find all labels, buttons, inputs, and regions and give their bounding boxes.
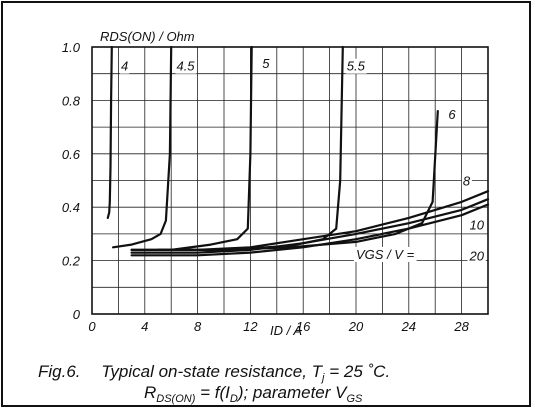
curve-label-bg [261, 56, 272, 72]
caption-line-1: Fig.6. Typical on-state resistance, Tj =… [38, 362, 390, 384]
y-tick-label: 0 [73, 307, 81, 322]
x-tick-label: 24 [401, 319, 416, 334]
series-line-20 [130, 203, 490, 257]
curve-label: 6 [448, 107, 456, 122]
caption-fi: = f(I [195, 383, 230, 402]
y-tick-label: 1.0 [62, 40, 81, 55]
x-tick-label: 28 [453, 319, 469, 334]
curve-label: 4 [121, 59, 128, 74]
curve-label-bg [447, 106, 458, 122]
caption-tj-sub: j [320, 372, 325, 384]
x-tick-label: 4 [141, 319, 148, 334]
curve-label: 8 [463, 174, 471, 189]
curve-label-bg [468, 217, 486, 233]
curve-label-bg [175, 58, 197, 74]
x-axis-label: ID / A [270, 323, 302, 338]
curve-label: 5 [262, 56, 270, 71]
caption-d-sub: D [230, 393, 238, 405]
caption-line-2: RDS(ON) = f(ID); parameter VGS [144, 383, 363, 405]
y-tick-label: 0.2 [62, 254, 81, 269]
grid [91, 46, 489, 315]
curve-label: 4.5 [176, 59, 195, 74]
caption-temp: = 25 ˚C. [325, 362, 391, 381]
curve-label: 5.5 [347, 59, 366, 74]
y-tick-label: 0.8 [62, 93, 81, 108]
y-tick-label: 0.4 [62, 200, 80, 215]
caption-fig-number: Fig.6. [38, 362, 81, 381]
series-line-5 [130, 45, 253, 251]
caption-gs-sub: GS [346, 393, 363, 405]
series-line-10 [130, 198, 490, 254]
caption-param: ); parameter V [236, 383, 348, 402]
legend-title: VGS / V = [356, 247, 415, 262]
curve-label: 20 [469, 248, 485, 263]
curve-label-bg [461, 173, 472, 189]
caption-title: Typical on-state resistance, T [101, 362, 323, 381]
series-line-4 [106, 45, 113, 219]
plot-border [91, 46, 489, 315]
x-tick-label: 16 [296, 319, 311, 334]
y-axis-label: RDS(ON) / Ohm [100, 29, 195, 44]
y-tick-label: 0.6 [62, 147, 81, 162]
curve-label-bg [120, 58, 130, 74]
series-line-4-5 [112, 45, 173, 249]
caption-r-sub: DS(ON) [156, 393, 195, 405]
curves [106, 45, 490, 257]
x-tick-label: 8 [194, 319, 202, 334]
x-tick-label: 0 [88, 319, 96, 334]
curve-label-bg [345, 58, 367, 74]
x-tick-label: 20 [348, 319, 364, 334]
series-line-6 [156, 110, 439, 251]
series-line-8 [130, 190, 490, 251]
caption-r: R [144, 383, 156, 402]
curve-label: 10 [470, 218, 485, 233]
legend-title-bg [354, 246, 417, 262]
tick-labels: 0 4 8 12 16 20 24 28 0 0.2 0.4 0.6 0.8 1.0 [62, 40, 470, 334]
curve-labels: 4 4.5 5 5.5 6 8 10 20 [120, 56, 486, 264]
curve-label-bg [467, 248, 486, 264]
x-tick-label: 12 [243, 319, 258, 334]
